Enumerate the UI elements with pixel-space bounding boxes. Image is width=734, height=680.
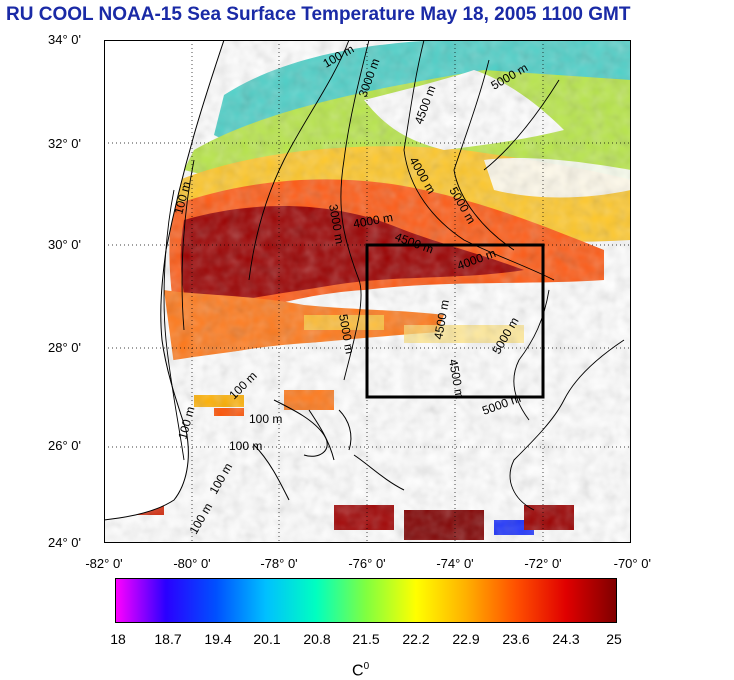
bahamas-islands xyxy=(253,399,405,501)
contour-label: 4000 m xyxy=(352,210,394,231)
units-base: C xyxy=(352,662,364,680)
colorbar-tick-label: 19.4 xyxy=(204,631,232,647)
colorbar-tick-label: 24.3 xyxy=(552,631,580,647)
colorbar-tick-label: 23.6 xyxy=(502,631,530,647)
lon-label: -70° 0' xyxy=(613,556,651,571)
contour-label: 4500 m xyxy=(446,358,467,400)
colorbar-tick-label: 20.1 xyxy=(253,631,281,647)
colorbar-tick-label: 21.5 xyxy=(352,631,380,647)
colorbar-tick-label: 18 xyxy=(110,631,126,647)
lat-label: 28° 0' xyxy=(48,340,81,355)
lon-label: -72° 0' xyxy=(524,556,562,571)
lon-label: -78° 0' xyxy=(260,556,298,571)
us-coastline-land xyxy=(104,40,225,521)
lat-label: 30° 0' xyxy=(48,237,81,252)
colorbar-tick-label: 20.8 xyxy=(303,631,331,647)
lon-label: -74° 0' xyxy=(436,556,474,571)
lon-label: -80° 0' xyxy=(173,556,211,571)
focus-region-box xyxy=(365,243,545,399)
contour-label: 3000 m xyxy=(326,203,347,245)
map-title: RU COOL NOAA-15 Sea Surface Temperature … xyxy=(6,4,631,25)
temperature-colorbar xyxy=(115,578,617,623)
colorbar-tick-label: 22.2 xyxy=(402,631,430,647)
colorbar-units: C0 xyxy=(352,661,369,680)
contour-label: 100 m xyxy=(249,412,282,426)
lat-label: 32° 0' xyxy=(48,136,81,151)
colorbar-tick-label: 18.7 xyxy=(154,631,182,647)
lon-label: -82° 0' xyxy=(85,556,123,571)
lat-label: 34° 0' xyxy=(48,32,81,47)
sst-map: 100 m 3000 m 4500 m 5000 m 4000 m 3000 m… xyxy=(104,40,631,543)
colorbar-tick-label: 22.9 xyxy=(452,631,480,647)
contour-label: 5000 m xyxy=(336,313,357,355)
contour-label: 4500 m xyxy=(431,299,452,341)
lat-label: 26° 0' xyxy=(48,438,81,453)
contour-label: 100 m xyxy=(229,439,262,453)
lat-label: 24° 0' xyxy=(48,535,81,550)
units-superscript: 0 xyxy=(363,661,370,672)
colorbar-tick-label: 25 xyxy=(606,631,622,647)
lon-label: -76° 0' xyxy=(348,556,386,571)
